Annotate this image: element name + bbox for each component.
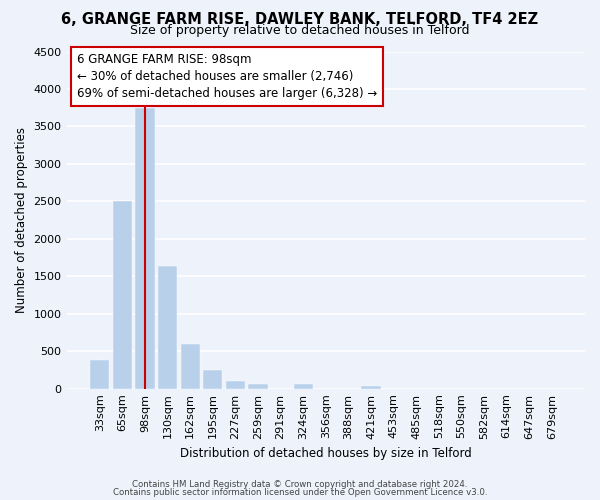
Y-axis label: Number of detached properties: Number of detached properties: [15, 127, 28, 313]
Bar: [226, 381, 245, 388]
Bar: [361, 386, 380, 388]
Text: Contains public sector information licensed under the Open Government Licence v3: Contains public sector information licen…: [113, 488, 487, 497]
Text: 6, GRANGE FARM RISE, DAWLEY BANK, TELFORD, TF4 2EZ: 6, GRANGE FARM RISE, DAWLEY BANK, TELFOR…: [61, 12, 539, 28]
Text: 6 GRANGE FARM RISE: 98sqm
← 30% of detached houses are smaller (2,746)
69% of se: 6 GRANGE FARM RISE: 98sqm ← 30% of detac…: [77, 53, 377, 100]
Bar: [181, 344, 200, 388]
Bar: [158, 266, 177, 388]
Bar: [248, 384, 268, 388]
Bar: [293, 384, 313, 388]
Text: Size of property relative to detached houses in Telford: Size of property relative to detached ho…: [130, 24, 470, 37]
Text: Contains HM Land Registry data © Crown copyright and database right 2024.: Contains HM Land Registry data © Crown c…: [132, 480, 468, 489]
Bar: [203, 370, 223, 388]
X-axis label: Distribution of detached houses by size in Telford: Distribution of detached houses by size …: [180, 447, 472, 460]
Bar: [136, 108, 155, 388]
Bar: [90, 360, 109, 388]
Bar: [113, 202, 132, 388]
